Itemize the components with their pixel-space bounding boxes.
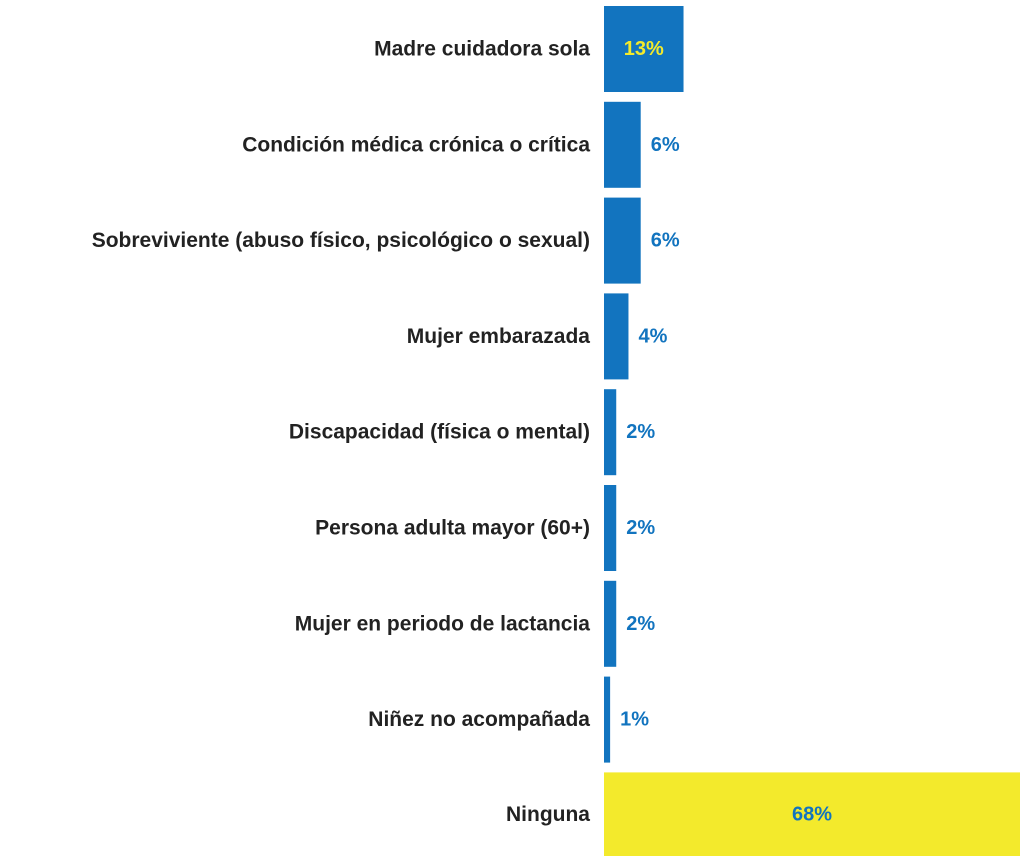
bar-row-persona-adulta-mayor-60: Persona adulta mayor (60+) 2% bbox=[315, 485, 655, 571]
category-label: Mujer embarazada bbox=[407, 325, 591, 348]
value-label: 6% bbox=[651, 230, 680, 252]
bar-row-discapacidad-fisica-o-mental: Discapacidad (física o mental) 2% bbox=[289, 389, 655, 476]
bar bbox=[604, 772, 1020, 856]
bar-row-sobreviviente-abuso-fisico-psicologico-o-sexual: Sobreviviente (abuso físico, psicológico… bbox=[92, 197, 680, 284]
bar-row-ninez-no-acompanada: Niñez no acompañada 1% bbox=[368, 676, 649, 763]
bar bbox=[604, 101, 641, 188]
value-label: 1% bbox=[620, 709, 649, 731]
category-label: Niñez no acompañada bbox=[368, 708, 590, 731]
category-label: Condición médica crónica o crítica bbox=[242, 133, 590, 156]
value-label: 13% bbox=[624, 38, 664, 60]
value-label: 4% bbox=[638, 325, 667, 347]
category-label: Madre cuidadora sola bbox=[374, 38, 590, 61]
category-label: Mujer en periodo de lactancia bbox=[295, 612, 591, 635]
category-label: Persona adulta mayor (60+) bbox=[315, 517, 590, 540]
bar bbox=[604, 6, 684, 92]
bar bbox=[604, 197, 641, 284]
category-label: Sobreviviente (abuso físico, psicológico… bbox=[92, 229, 590, 252]
value-label: 2% bbox=[626, 613, 655, 635]
bar-row-ninguna: Ninguna 68% bbox=[506, 772, 1020, 856]
category-label: Ninguna bbox=[506, 803, 590, 826]
bar bbox=[604, 580, 617, 667]
bar-row-madre-cuidadora-sola: Madre cuidadora sola 13% bbox=[374, 6, 684, 92]
category-label: Discapacidad (física o mental) bbox=[289, 421, 590, 444]
value-label: 2% bbox=[626, 517, 655, 539]
bar bbox=[604, 485, 617, 571]
value-label: 68% bbox=[792, 803, 832, 825]
value-label: 2% bbox=[626, 421, 655, 443]
value-label: 6% bbox=[651, 134, 680, 156]
bar-row-condicion-medica-cronica-o-critica: Condición médica crónica o crítica 6% bbox=[242, 101, 680, 188]
bar bbox=[604, 676, 611, 763]
bar bbox=[604, 293, 629, 380]
bar-row-mujer-en-periodo-de-lactancia: Mujer en periodo de lactancia 2% bbox=[295, 580, 655, 667]
bar-row-mujer-embarazada: Mujer embarazada 4% bbox=[407, 293, 668, 380]
bar bbox=[604, 389, 617, 476]
